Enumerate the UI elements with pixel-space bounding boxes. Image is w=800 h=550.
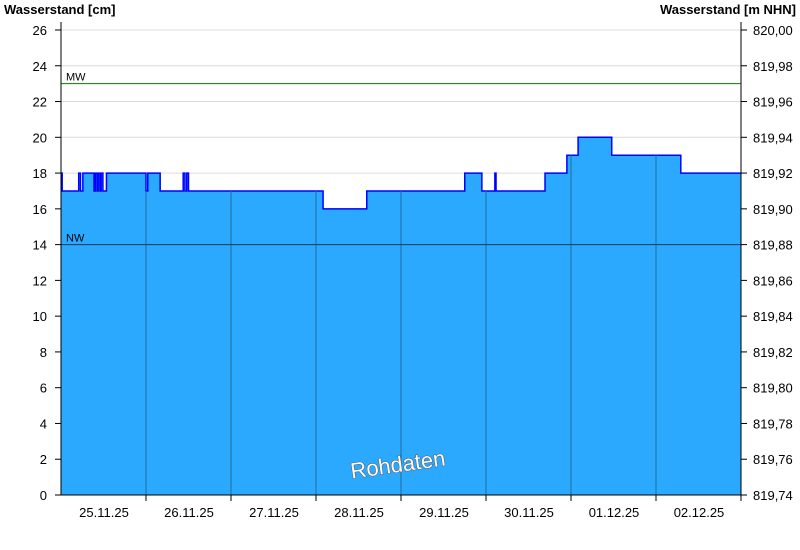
right-tick-label: 819,78 — [753, 416, 793, 431]
left-tick-label: 16 — [33, 202, 47, 217]
x-tick-label: 02.12.25 — [674, 505, 725, 520]
left-tick-label: 20 — [33, 130, 47, 145]
left-tick-label: 8 — [40, 345, 47, 360]
right-tick-label: 819,88 — [753, 238, 793, 253]
left-tick-label: 4 — [40, 416, 47, 431]
left-tick-label: 24 — [33, 59, 47, 74]
x-tick-label: 25.11.25 — [79, 505, 129, 520]
x-tick-label: 27.11.25 — [249, 505, 299, 520]
right-tick-label: 819,80 — [753, 381, 793, 396]
right-tick-label: 819,84 — [753, 309, 793, 324]
right-tick-label: 819,94 — [753, 130, 793, 145]
x-tick-label: 28.11.25 — [334, 505, 384, 520]
left-tick-label: 2 — [40, 452, 47, 467]
right-tick-label: 819,92 — [753, 166, 793, 181]
right-tick-label: 819,90 — [753, 202, 793, 217]
left-tick-label: 18 — [33, 166, 47, 181]
left-axis-label: Wasserstand [cm] — [4, 2, 116, 17]
left-tick-label: 14 — [33, 238, 47, 253]
right-tick-label: 819,74 — [753, 488, 793, 503]
left-tick-label: 22 — [33, 95, 47, 110]
right-tick-label: 820,00 — [753, 23, 793, 38]
x-tick-label: 26.11.25 — [164, 505, 214, 520]
x-tick-label: 29.11.25 — [419, 505, 469, 520]
right-tick-label: 819,76 — [753, 452, 793, 467]
left-tick-label: 12 — [33, 273, 47, 288]
water-level-line — [61, 136, 741, 210]
reference-label-mw: MW — [66, 72, 86, 84]
left-tick-label: 26 — [33, 23, 47, 38]
reference-label-nw: NW — [66, 233, 85, 245]
right-tick-label: 819,82 — [753, 345, 793, 360]
right-tick-label: 819,86 — [753, 273, 793, 288]
right-axis-label: Wasserstand [m NHN] — [660, 2, 796, 17]
left-tick-label: 10 — [33, 309, 47, 324]
right-tick-label: 819,98 — [753, 59, 793, 74]
left-tick-label: 0 — [40, 488, 47, 503]
right-tick-label: 819,96 — [753, 95, 793, 110]
x-tick-label: 30.11.25 — [504, 505, 554, 520]
left-tick-label: 6 — [40, 381, 47, 396]
x-tick-label: 01.12.25 — [589, 505, 640, 520]
